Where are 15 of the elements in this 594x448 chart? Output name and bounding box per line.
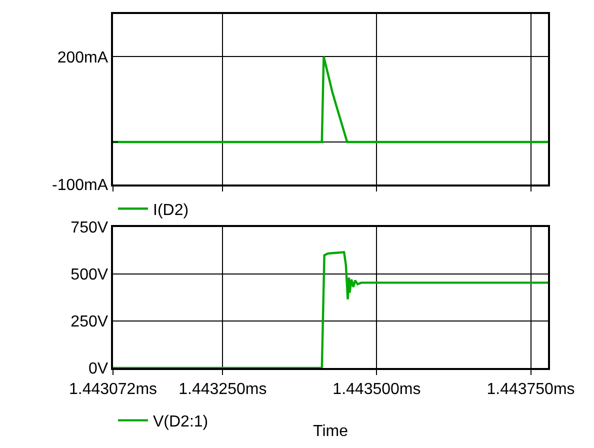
y-tick-label: -100mA (52, 177, 108, 194)
line-series (113, 56, 548, 144)
y-tick-label: 750V (70, 219, 108, 236)
legend-label: V(D2:1) (153, 414, 208, 431)
y-tick-label: 200mA (57, 49, 108, 66)
x-tick-label: 1.443072ms (68, 380, 158, 398)
y-tick-label: 500V (70, 266, 108, 284)
y-tick-label: 0V (88, 360, 108, 378)
x-axis-title: Time (313, 423, 348, 440)
x-tick-label: 1.443500ms (332, 380, 421, 398)
line-series (113, 251, 548, 368)
legend-label: I(D2) (153, 202, 189, 219)
y-tick-label: 250V (70, 314, 108, 331)
x-tick-label: 1.443750ms (486, 380, 575, 398)
x-tick-label: 1.443250ms (178, 380, 267, 398)
